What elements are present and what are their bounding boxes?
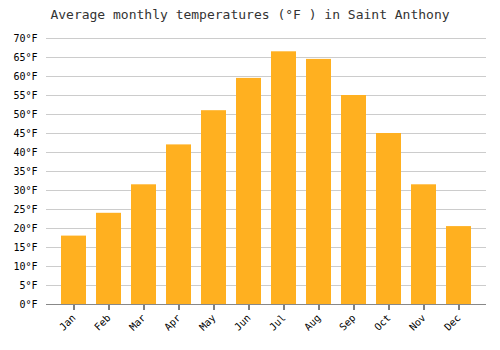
svg-text:15°F: 15°F	[13, 242, 37, 253]
svg-text:Apr: Apr	[162, 312, 183, 333]
svg-text:5°F: 5°F	[19, 280, 37, 291]
svg-text:50°F: 50°F	[13, 109, 37, 120]
svg-text:Jun: Jun	[232, 312, 253, 333]
svg-text:0°F: 0°F	[19, 299, 37, 310]
svg-text:65°F: 65°F	[13, 52, 37, 63]
svg-text:Feb: Feb	[92, 312, 113, 333]
svg-text:10°F: 10°F	[13, 261, 37, 272]
svg-text:30°F: 30°F	[13, 185, 37, 196]
svg-text:Jul: Jul	[267, 312, 288, 333]
svg-text:Nov: Nov	[407, 312, 428, 333]
svg-text:Jan: Jan	[57, 312, 78, 333]
html-text:Average monthly temperatures (: Average monthly temperatures (°F ) in Sa…	[50, 7, 450, 22]
svg-text:Oct: Oct	[372, 312, 393, 333]
svg-text:55°F: 55°F	[13, 90, 37, 101]
svg-text:Mar: Mar	[127, 312, 148, 333]
svg-text:Dec: Dec	[442, 312, 463, 333]
svg-text:60°F: 60°F	[13, 71, 37, 82]
svg-text:25°F: 25°F	[13, 204, 37, 215]
svg-text:May: May	[197, 312, 218, 333]
svg-text:70°F: 70°F	[13, 33, 37, 44]
svg-text:Sep: Sep	[337, 312, 358, 333]
svg-text:35°F: 35°F	[13, 166, 37, 177]
svg-text:20°F: 20°F	[13, 223, 37, 234]
svg-text:Aug: Aug	[302, 312, 323, 333]
svg-text:40°F: 40°F	[13, 147, 37, 158]
svg-text:45°F: 45°F	[13, 128, 37, 139]
